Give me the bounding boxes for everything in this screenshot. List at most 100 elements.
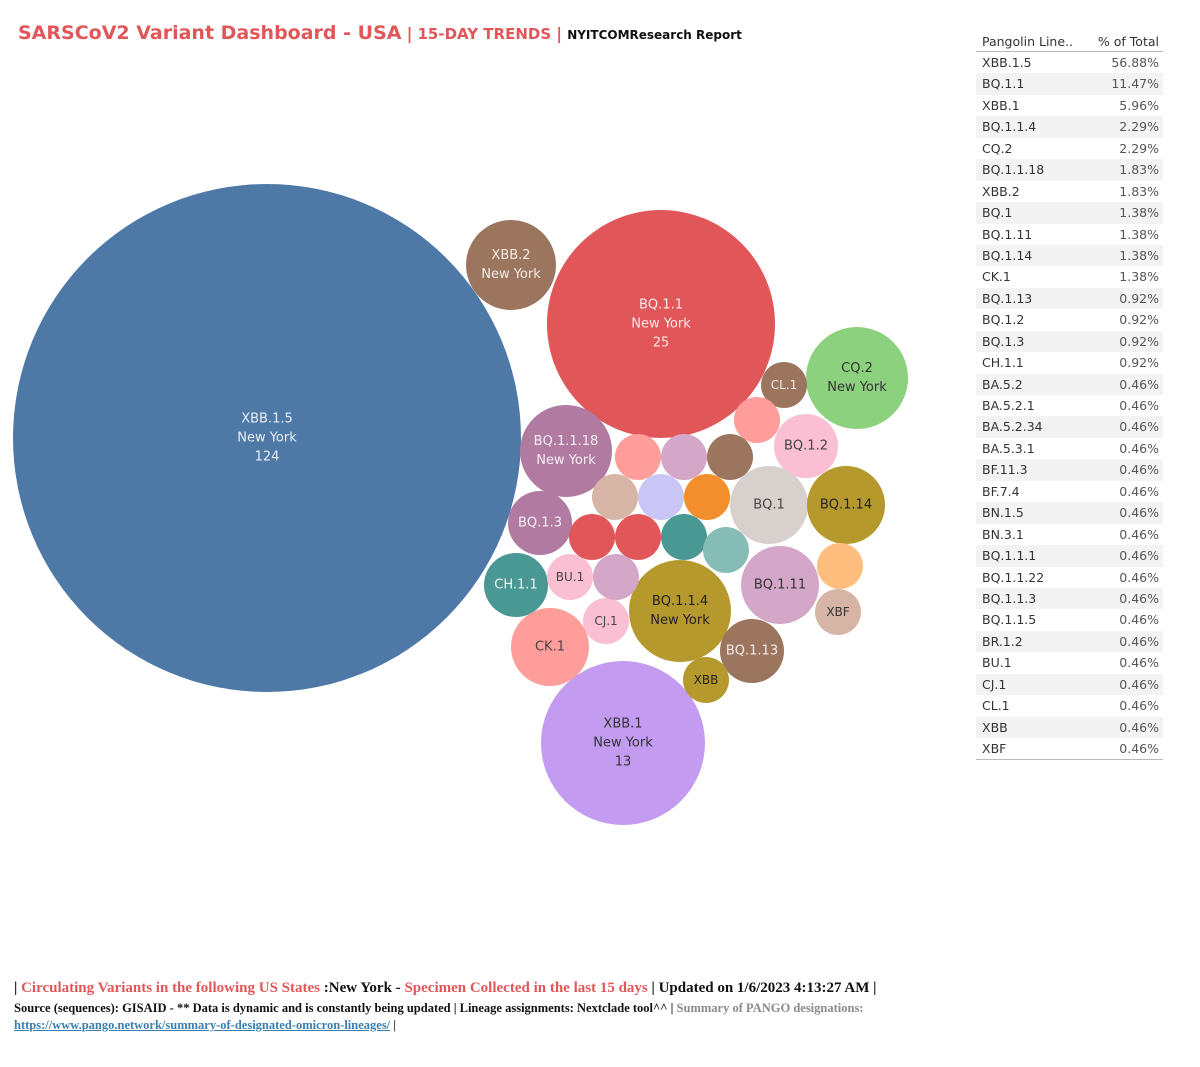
table-row[interactable]: BA.5.2.34 0.46%: [976, 416, 1163, 438]
bubble[interactable]: [615, 514, 661, 560]
bubble[interactable]: CQ.2 New York: [806, 327, 908, 429]
bubble-circle[interactable]: [569, 514, 615, 560]
bubble[interactable]: BQ.1.1.4 New York: [629, 560, 731, 662]
bubble-circle[interactable]: [520, 405, 612, 497]
bubble-circle[interactable]: [615, 434, 661, 480]
bubble-circle[interactable]: [806, 327, 908, 429]
bubble[interactable]: CL.1: [761, 362, 807, 408]
table-row[interactable]: BA.5.2 0.46%: [976, 373, 1163, 395]
bubble-circle[interactable]: [661, 434, 707, 480]
bubble-circle[interactable]: [817, 543, 863, 589]
table-row[interactable]: BA.5.2.1 0.46%: [976, 395, 1163, 416]
table-row[interactable]: BQ.1.14 1.38%: [976, 244, 1163, 267]
table-row[interactable]: CK.1 1.38%: [976, 266, 1163, 287]
bubble[interactable]: BQ.1.11: [741, 546, 819, 624]
bubble[interactable]: [593, 554, 639, 600]
bubble[interactable]: XBF: [815, 589, 861, 635]
table-row[interactable]: BQ.1.1.22 0.46%: [976, 567, 1163, 588]
table-row[interactable]: XBB.2 1.83%: [976, 181, 1163, 202]
bubble[interactable]: BQ.1.2: [774, 414, 838, 478]
bubble-circle[interactable]: [547, 554, 593, 600]
bubble[interactable]: BQ.1.3: [508, 491, 572, 555]
table-row[interactable]: BQ.1.1 11.47%: [976, 73, 1163, 95]
table-row[interactable]: XBB.1.5 56.88%: [976, 52, 1163, 73]
bubble-circle[interactable]: [466, 220, 556, 310]
bubble[interactable]: CK.1: [511, 608, 589, 686]
bubble-circle[interactable]: [684, 474, 730, 520]
bubble-circle[interactable]: [774, 414, 838, 478]
bubble[interactable]: CJ.1: [583, 598, 629, 644]
table-row[interactable]: BA.5.3.1 0.46%: [976, 438, 1163, 459]
bubble-circle[interactable]: [683, 657, 729, 703]
table-row[interactable]: CJ.1 0.46%: [976, 673, 1163, 696]
table-row[interactable]: BN.1.5 0.46%: [976, 502, 1163, 524]
table-row[interactable]: BQ.1.2 0.92%: [976, 309, 1163, 330]
bubble-circle[interactable]: [547, 210, 775, 438]
table-row[interactable]: BQ.1.1.1 0.46%: [976, 545, 1163, 567]
bubble-circle[interactable]: [541, 661, 705, 825]
table-row[interactable]: BQ.1.1.3 0.46%: [976, 587, 1163, 610]
bubble-circle[interactable]: [807, 466, 885, 544]
bubble[interactable]: XBB: [683, 657, 729, 703]
bubble[interactable]: XBB.1 New York 13: [541, 661, 705, 825]
table-row[interactable]: BF.7.4 0.46%: [976, 481, 1163, 502]
bubble-circle[interactable]: [511, 608, 589, 686]
table-row[interactable]: CQ.2 2.29%: [976, 138, 1163, 159]
bubble-circle[interactable]: [593, 554, 639, 600]
column-header-percent[interactable]: % of Total: [1097, 34, 1159, 49]
bubble[interactable]: BU.1: [547, 554, 593, 600]
bubble[interactable]: BQ.1.14: [807, 466, 885, 544]
bubble[interactable]: BQ.1.13: [720, 619, 784, 683]
bubble-circle[interactable]: [629, 560, 731, 662]
bubble[interactable]: XBB.2 New York: [466, 220, 556, 310]
bubble[interactable]: [661, 434, 707, 480]
table-row[interactable]: CL.1 0.46%: [976, 695, 1163, 716]
table-row[interactable]: BQ.1.1.18 1.83%: [976, 159, 1163, 181]
table-row[interactable]: BR.1.2 0.46%: [976, 630, 1163, 653]
bubble[interactable]: [703, 527, 749, 573]
bubble[interactable]: XBB.1.5 New York 124: [13, 184, 521, 692]
table-row[interactable]: BN.3.1 0.46%: [976, 524, 1163, 545]
bubble-circle[interactable]: [615, 514, 661, 560]
column-header-lineage[interactable]: Pangolin Line..: [982, 34, 1073, 49]
bubble[interactable]: [638, 474, 684, 520]
table-row[interactable]: BU.1 0.46%: [976, 652, 1163, 673]
bubble-circle[interactable]: [661, 514, 707, 560]
bubble[interactable]: [615, 434, 661, 480]
table-row[interactable]: CH.1.1 0.92%: [976, 352, 1163, 373]
bubble[interactable]: [592, 474, 638, 520]
bubble[interactable]: BQ.1.1 New York 25: [547, 210, 775, 438]
table-row[interactable]: XBB.1 5.96%: [976, 95, 1163, 116]
bubble-circle[interactable]: [741, 546, 819, 624]
pango-link[interactable]: https://www.pango.network/summary-of-des…: [14, 1018, 391, 1032]
bubble[interactable]: CH.1.1: [484, 553, 548, 617]
bubble[interactable]: [684, 474, 730, 520]
table-row[interactable]: BF.11.3 0.46%: [976, 459, 1163, 481]
table-row[interactable]: XBB 0.46%: [976, 716, 1163, 738]
table-row[interactable]: BQ.1.1.4 2.29%: [976, 116, 1163, 138]
bubble-circle[interactable]: [815, 589, 861, 635]
bubble[interactable]: BQ.1.1.18 New York: [520, 405, 612, 497]
bubble-circle[interactable]: [638, 474, 684, 520]
bubble[interactable]: [661, 514, 707, 560]
bubble-circle[interactable]: [583, 598, 629, 644]
bubble-circle[interactable]: [703, 527, 749, 573]
bubble-circle[interactable]: [592, 474, 638, 520]
table-row[interactable]: XBF 0.46%: [976, 738, 1163, 759]
bubble-circle[interactable]: [508, 491, 572, 555]
bubble[interactable]: BQ.1: [730, 466, 808, 544]
table-row[interactable]: BQ.1.13 0.92%: [976, 287, 1163, 310]
bubble-circle[interactable]: [720, 619, 784, 683]
bubble-circle[interactable]: [734, 397, 780, 443]
bubble-circle[interactable]: [761, 362, 807, 408]
table-row[interactable]: BQ.1.1.5 0.46%: [976, 609, 1163, 630]
bubble[interactable]: [734, 397, 780, 443]
bubble-circle[interactable]: [707, 434, 753, 480]
table-row[interactable]: BQ.1.11 1.38%: [976, 224, 1163, 245]
bubble[interactable]: [569, 514, 615, 560]
table-row[interactable]: BQ.1 1.38%: [976, 202, 1163, 224]
table-row[interactable]: BQ.1.3 0.92%: [976, 330, 1163, 353]
bubble[interactable]: [707, 434, 753, 480]
bubble[interactable]: [817, 543, 863, 589]
bubble-circle[interactable]: [730, 466, 808, 544]
